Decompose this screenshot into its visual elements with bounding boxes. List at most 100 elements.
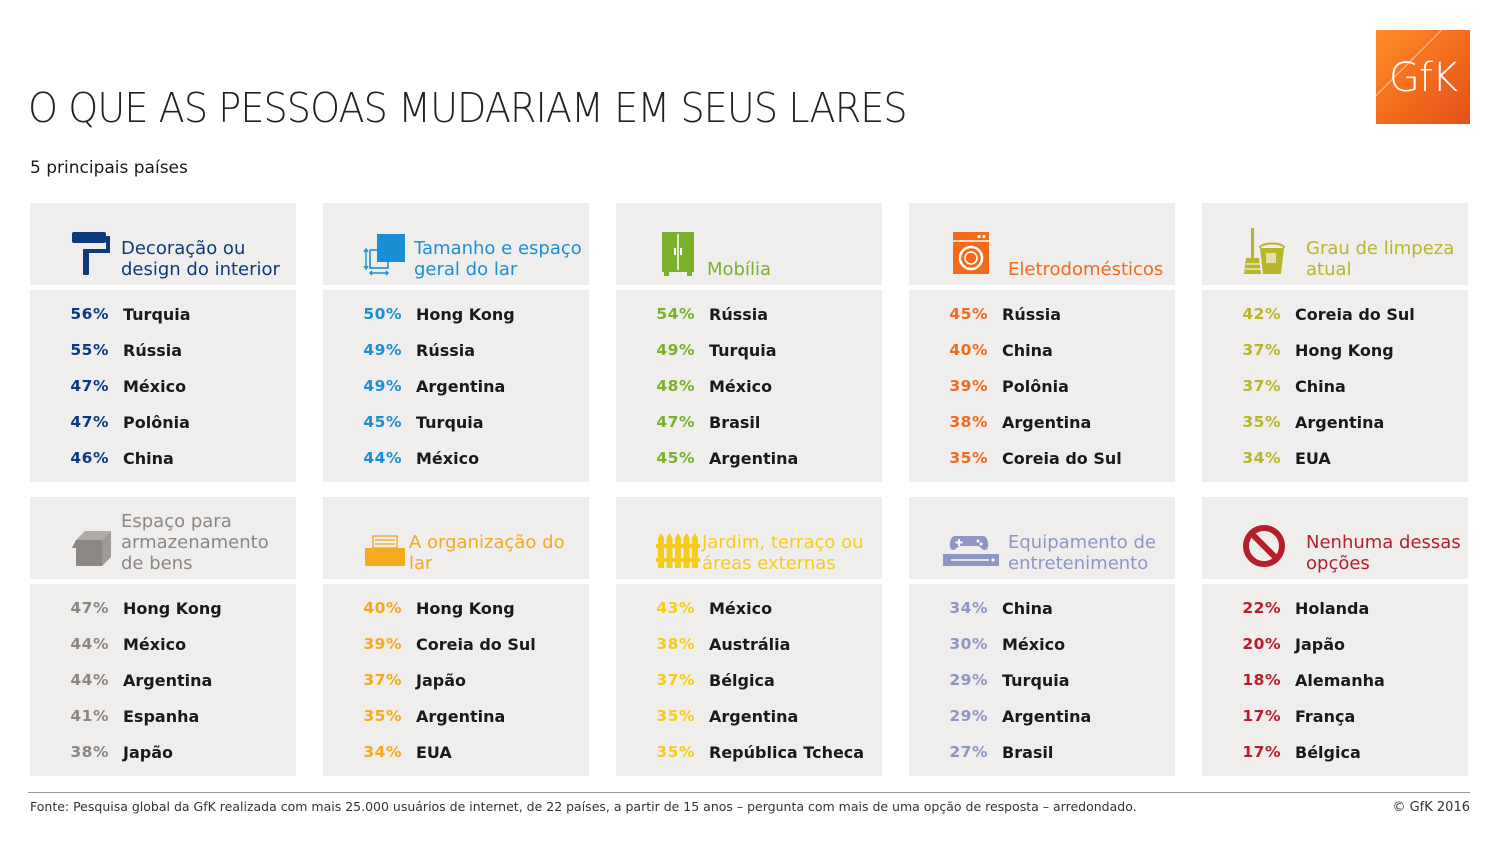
country-name: Hong Kong bbox=[123, 598, 222, 618]
ranking-row: 47% Hong Kong bbox=[30, 590, 296, 626]
card-ranking-list: 50% Hong Kong 49% Rússia 49% Argentina 45% Turq… bbox=[323, 290, 589, 482]
ranking-row: 34% EUA bbox=[323, 734, 589, 770]
percentage-value: 18% bbox=[1242, 671, 1281, 689]
country-name: EUA bbox=[1295, 448, 1331, 468]
fence-icon bbox=[656, 522, 700, 570]
percentage-value: 29% bbox=[949, 671, 988, 689]
ranking-row: 35% Argentina bbox=[323, 698, 589, 734]
percentage-value: 56% bbox=[70, 305, 109, 323]
ranking-row: 38% Japão bbox=[30, 734, 296, 770]
country-name: Turquia bbox=[1002, 670, 1070, 690]
country-name: Argentina bbox=[1295, 412, 1385, 432]
ranking-row: 43% México bbox=[616, 590, 882, 626]
ranking-row: 17% França bbox=[1202, 698, 1468, 734]
paint-roller-icon bbox=[70, 228, 114, 276]
category-card: Grau de limpeza atual 42% Coreia do Sul 37%… bbox=[1202, 203, 1468, 482]
percentage-value: 43% bbox=[656, 599, 695, 617]
category-card: Nenhuma dessas opções 22% Holanda 20% Japão 1… bbox=[1202, 497, 1468, 776]
ranking-row: 40% Hong Kong bbox=[323, 590, 589, 626]
country-name: Bélgica bbox=[709, 670, 775, 690]
card-title: Mobília bbox=[707, 259, 772, 280]
card-header: Eletrodomésticos bbox=[909, 203, 1175, 285]
percentage-value: 47% bbox=[70, 599, 109, 617]
country-name: Brasil bbox=[1002, 742, 1054, 762]
country-name: México bbox=[123, 376, 187, 396]
ranking-row: 45% Turquia bbox=[323, 404, 589, 440]
country-name: China bbox=[1295, 376, 1346, 396]
ranking-row: 34% China bbox=[909, 590, 1175, 626]
country-name: Japão bbox=[416, 670, 466, 690]
ranking-row: 50% Hong Kong bbox=[323, 296, 589, 332]
inbox-tray-icon bbox=[363, 522, 407, 570]
percentage-value: 22% bbox=[1242, 599, 1281, 617]
card-ranking-list: 43% México 38% Austrália 37% Bélgica 35% Argent… bbox=[616, 584, 882, 776]
category-card: Decoração ou design do interior 56% Turqui… bbox=[30, 203, 296, 482]
country-name: Holanda bbox=[1295, 598, 1370, 618]
card-ranking-list: 45% Rússia 40% China 39% Polônia 38% Argentina 3… bbox=[909, 290, 1175, 482]
card-ranking-list: 56% Turquia 55% Rússia 47% México 47% Polônia 46… bbox=[30, 290, 296, 482]
country-name: Rússia bbox=[709, 304, 769, 324]
country-name: Rússia bbox=[416, 340, 476, 360]
percentage-value: 38% bbox=[656, 635, 695, 653]
country-name: Rússia bbox=[1002, 304, 1062, 324]
country-name: México bbox=[709, 376, 773, 396]
washing-machine-icon bbox=[949, 228, 993, 276]
ranking-row: 44% Argentina bbox=[30, 662, 296, 698]
category-card: Espaço para armazenamento de bens 47% Hong… bbox=[30, 497, 296, 776]
percentage-value: 35% bbox=[363, 707, 402, 725]
percentage-value: 34% bbox=[363, 743, 402, 761]
card-header: Grau de limpeza atual bbox=[1202, 203, 1468, 285]
country-name: França bbox=[1295, 706, 1356, 726]
ranking-row: 29% Turquia bbox=[909, 662, 1175, 698]
page-title: O QUE AS PESSOAS MUDARIAM EM SEUS LARES bbox=[28, 84, 908, 132]
percentage-value: 17% bbox=[1242, 707, 1281, 725]
ranking-row: 49% Turquia bbox=[616, 332, 882, 368]
country-name: Coreia do Sul bbox=[416, 634, 536, 654]
percentage-value: 30% bbox=[949, 635, 988, 653]
ranking-row: 45% Rússia bbox=[909, 296, 1175, 332]
percentage-value: 39% bbox=[949, 377, 988, 395]
country-name: Argentina bbox=[1002, 412, 1092, 432]
country-name: Hong Kong bbox=[1295, 340, 1394, 360]
ranking-row: 39% Polônia bbox=[909, 368, 1175, 404]
card-title: Espaço para armazenamento de bens bbox=[121, 511, 269, 574]
category-card: Equipamento de entretenimento 34% China 30%… bbox=[909, 497, 1175, 776]
percentage-value: 47% bbox=[656, 413, 695, 431]
country-name: México bbox=[709, 598, 773, 618]
ranking-row: 38% Austrália bbox=[616, 626, 882, 662]
percentage-value: 40% bbox=[363, 599, 402, 617]
percentage-value: 47% bbox=[70, 413, 109, 431]
prohibited-icon bbox=[1242, 522, 1286, 570]
percentage-value: 45% bbox=[949, 305, 988, 323]
ranking-row: 49% Rússia bbox=[323, 332, 589, 368]
ranking-row: 49% Argentina bbox=[323, 368, 589, 404]
source-note: Fonte: Pesquisa global da GfK realizada … bbox=[30, 799, 1137, 814]
ranking-row: 42% Coreia do Sul bbox=[1202, 296, 1468, 332]
ranking-row: 29% Argentina bbox=[909, 698, 1175, 734]
ranking-row: 48% México bbox=[616, 368, 882, 404]
ranking-row: 38% Argentina bbox=[909, 404, 1175, 440]
country-name: Argentina bbox=[1002, 706, 1092, 726]
percentage-value: 37% bbox=[363, 671, 402, 689]
country-name: Argentina bbox=[123, 670, 213, 690]
percentage-value: 41% bbox=[70, 707, 109, 725]
card-title: Jardim, terraço ou áreas externas bbox=[702, 532, 864, 574]
category-card: Eletrodomésticos 45% Rússia 40% China 39% Polô… bbox=[909, 203, 1175, 482]
country-name: República Tcheca bbox=[709, 742, 865, 762]
ranking-row: 30% México bbox=[909, 626, 1175, 662]
percentage-value: 49% bbox=[363, 341, 402, 359]
country-name: EUA bbox=[416, 742, 452, 762]
card-title: Equipamento de entretenimento bbox=[1008, 532, 1156, 574]
country-name: Polônia bbox=[1002, 376, 1069, 396]
card-title: Eletrodomésticos bbox=[1008, 259, 1164, 280]
ranking-row: 37% Bélgica bbox=[616, 662, 882, 698]
resize-squares-icon bbox=[363, 228, 407, 276]
card-header: Nenhuma dessas opções bbox=[1202, 497, 1468, 579]
country-name: Hong Kong bbox=[416, 304, 515, 324]
ranking-row: 35% Coreia do Sul bbox=[909, 440, 1175, 476]
ranking-row: 56% Turquia bbox=[30, 296, 296, 332]
ranking-row: 17% Bélgica bbox=[1202, 734, 1468, 770]
broom-bucket-icon bbox=[1242, 228, 1286, 276]
ranking-row: 37% Hong Kong bbox=[1202, 332, 1468, 368]
wardrobe-icon bbox=[656, 228, 700, 276]
